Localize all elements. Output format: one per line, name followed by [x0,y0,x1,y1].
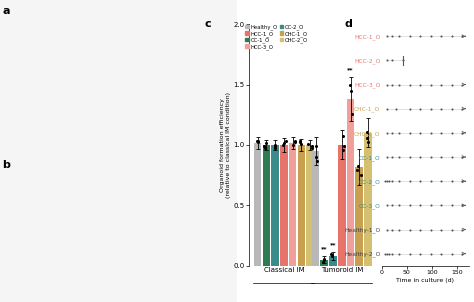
Text: b: b [2,160,10,170]
Legend: Healthy_O, HCC-1_O, CC-1_O, HCC-3_O, CC-2_O, CHC-1_O, CHC-2_O: Healthy_O, HCC-1_O, CC-1_O, HCC-3_O, CC-… [245,24,308,50]
Bar [364,133,372,266]
X-axis label: Time in culture (d): Time in culture (d) [396,278,455,283]
Bar [254,143,262,266]
Bar [346,99,355,266]
Bar [329,256,337,266]
Text: d: d [345,19,353,29]
Text: **: ** [347,67,354,72]
Text: a: a [2,6,10,16]
Text: **: ** [330,243,337,248]
Bar [356,167,363,266]
Text: c: c [204,19,210,29]
Bar [289,143,296,266]
Bar [306,145,314,266]
Bar [298,145,305,266]
Bar [263,145,270,266]
Bar [271,145,279,266]
Bar [338,145,346,266]
Bar [280,145,288,266]
Bar [312,151,319,266]
Text: **: ** [321,246,328,251]
Y-axis label: Organoid formation efficiency
(relative to classical IM condition): Organoid formation efficiency (relative … [220,92,231,198]
Bar [320,260,328,266]
